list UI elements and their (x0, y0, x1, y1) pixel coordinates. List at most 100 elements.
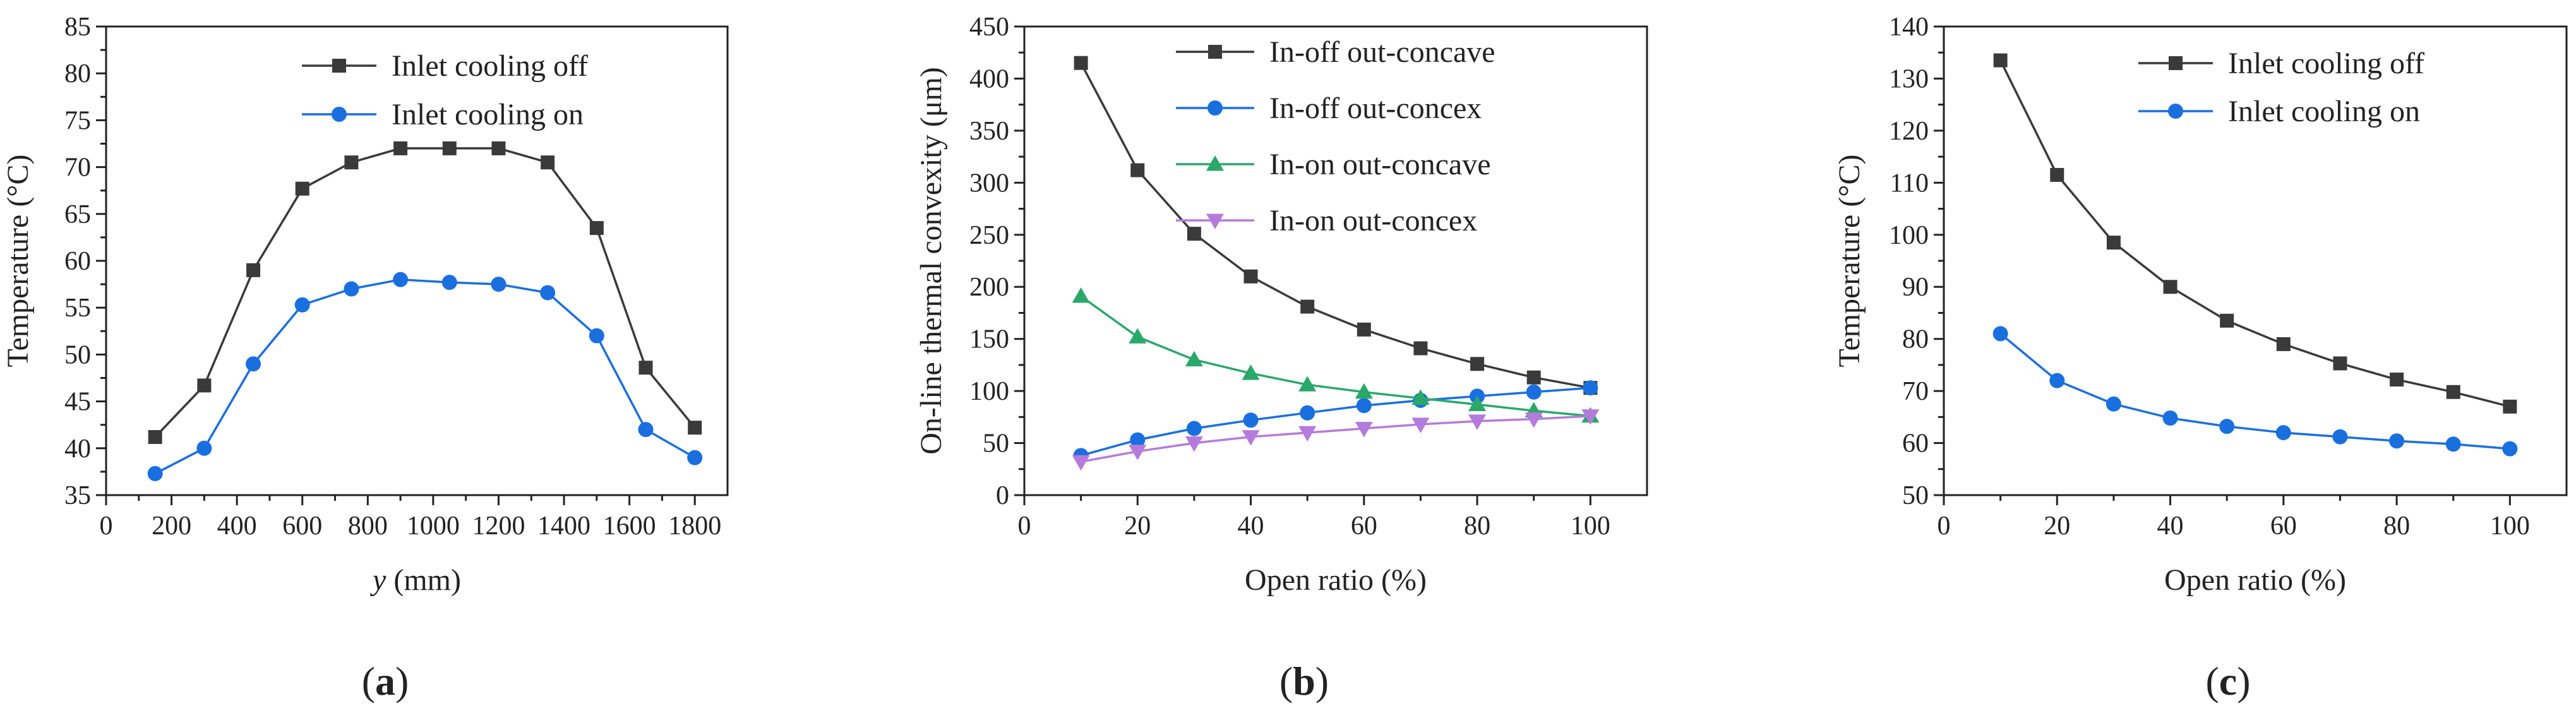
x-tick-label: 80 (1464, 512, 1490, 541)
series-2 (1073, 380, 1598, 464)
data-point (344, 155, 359, 170)
y-tick-label: 35 (64, 481, 91, 510)
y-tick-label: 100 (969, 377, 1009, 406)
data-point (589, 328, 604, 344)
y-axis-title: Temperature (°C) (1, 154, 35, 367)
y-tick-label: 130 (1889, 64, 1929, 93)
data-point (442, 141, 457, 155)
legend-label: Inlet cooling on (392, 98, 584, 131)
data-point (197, 378, 212, 393)
data-point (1581, 409, 1600, 425)
data-point (1074, 56, 1088, 70)
chart-panel-b: 0 20 40 60 80 100 0 50 100 150 200 250 300 350 400 450 O… (914, 13, 1648, 704)
panel-label: (a) (362, 659, 409, 704)
x-tick-label: 0 (1018, 512, 1031, 541)
data-point (1357, 322, 1371, 337)
chart-panel-a: 0 200 400 600 800 1000 1200 1400 1600 1800 35 40 45 5… (1, 13, 729, 704)
x-tick-label: 1600 (603, 512, 656, 541)
data-point (1186, 421, 1202, 436)
data-point (1129, 328, 1147, 344)
data-point (2106, 396, 2121, 412)
y-tick-label: 90 (1902, 273, 1929, 302)
series-line (1999, 59, 2510, 408)
series-line (1081, 386, 1591, 457)
data-point (2332, 429, 2348, 445)
data-point (196, 440, 212, 456)
data-point (2389, 433, 2405, 449)
data-point (1355, 421, 1373, 438)
data-point (1470, 357, 1485, 371)
data-point (2333, 356, 2347, 371)
series-line (1080, 295, 1591, 417)
y-tick-label: 350 (969, 117, 1009, 146)
data-point (1129, 445, 1147, 460)
data-point (638, 361, 653, 375)
legend-label: In-on out-concave (1269, 148, 1491, 181)
series-line (154, 278, 696, 475)
y-axis-title: Temperature (°C) (1833, 154, 1866, 367)
data-point (1185, 351, 1203, 367)
x-tick-label: 20 (2044, 512, 2070, 541)
data-point (1185, 436, 1203, 452)
legend-label: Inlet cooling off (392, 49, 588, 83)
x-tick-label: 1200 (472, 512, 525, 541)
x-axis-title-variable: y (369, 563, 386, 597)
y-tick-label: 120 (1889, 117, 1929, 146)
data-point (2502, 441, 2518, 457)
data-point (2445, 436, 2461, 452)
y-tick-label: 85 (64, 13, 91, 42)
series-line (154, 147, 696, 438)
data-point (147, 465, 163, 481)
data-point (1992, 326, 2008, 342)
y-axis-title: On-line thermal convexity (μm) (914, 67, 948, 455)
series-1 (1993, 53, 2517, 414)
data-point (540, 285, 556, 301)
legend: Inlet cooling off Inlet cooling on (2138, 47, 2424, 128)
legend-marker (332, 59, 346, 73)
legend-label: In-off out-concave (1269, 35, 1495, 69)
y-tick-label: 70 (1902, 377, 1929, 406)
data-point (1411, 417, 1430, 433)
data-point (589, 221, 604, 236)
data-point (1243, 412, 1259, 428)
x-tick-label: 60 (2270, 512, 2297, 541)
data-point (1993, 53, 2008, 68)
data-point (1072, 455, 1090, 471)
data-point (2275, 425, 2291, 441)
legend: In-off out-concave In-off out-concex In-on… (1176, 35, 1495, 237)
data-point (638, 422, 654, 438)
series-2 (1992, 326, 2518, 457)
x-tick-label: 800 (348, 512, 388, 541)
legend-marker (1206, 213, 1224, 229)
data-point (2220, 313, 2234, 328)
data-point (1300, 299, 1315, 314)
data-point (1355, 383, 1373, 399)
y-tick-label: 110 (1890, 169, 1929, 198)
y-tick-label: 300 (969, 169, 1009, 198)
y-tick-label: 450 (969, 13, 1009, 42)
data-point (1298, 426, 1317, 442)
x-axis-title: Open ratio (%) (2164, 563, 2346, 597)
series-4 (1072, 409, 1600, 471)
data-point (2049, 373, 2065, 388)
data-point (2163, 280, 2178, 294)
series-2 (147, 272, 703, 481)
data-point (1130, 432, 1146, 448)
x-tick-label: 100 (1571, 512, 1610, 541)
legend-marker (1206, 155, 1224, 171)
data-point (1300, 405, 1315, 421)
legend-marker (1208, 45, 1222, 59)
data-point (2050, 167, 2064, 182)
data-point (1072, 287, 1090, 303)
x-axis-title-unit: (mm) (386, 563, 461, 597)
y-tick-label: 140 (1889, 13, 1929, 42)
panel-label-open-paren: ( (362, 659, 375, 704)
data-point (294, 297, 310, 313)
data-point (687, 450, 703, 465)
data-point (1468, 395, 1487, 412)
x-tick-label: 80 (2383, 512, 2410, 541)
x-tick-label: 400 (217, 512, 257, 541)
data-point (1242, 430, 1260, 446)
series-3 (1072, 287, 1600, 423)
